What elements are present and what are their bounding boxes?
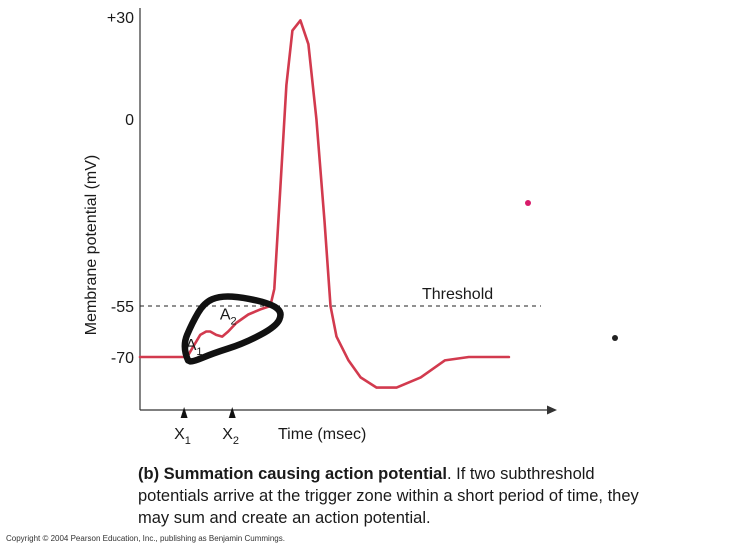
y-ticks: +30 0 -55 -70 bbox=[107, 10, 134, 367]
stimulus-markers: X1 X2 bbox=[174, 407, 239, 447]
potential-label: A2 bbox=[220, 307, 237, 328]
potential-label: A1 bbox=[186, 337, 203, 358]
x-axis-label: Time (msec) bbox=[278, 426, 366, 443]
x-axis bbox=[140, 405, 557, 415]
figure-caption: (b) Summation causing action potential. … bbox=[138, 463, 658, 529]
stimulus-label: X1 bbox=[174, 426, 191, 447]
trace-group bbox=[138, 19, 511, 389]
caption-text: . If two subthreshold potentials arrive … bbox=[138, 465, 639, 527]
y-tick-label: 0 bbox=[125, 112, 134, 129]
stimulus-arrow bbox=[228, 407, 236, 418]
threshold-line: Threshold bbox=[140, 286, 541, 307]
stimulus-label: X2 bbox=[222, 426, 239, 447]
y-tick-label: +30 bbox=[107, 10, 134, 27]
stimulus-arrow bbox=[180, 407, 188, 418]
y-tick-label: -55 bbox=[111, 299, 134, 316]
hand-drawn-circle bbox=[181, 293, 284, 365]
x-axis-arrowhead bbox=[547, 405, 557, 415]
y-tick-label: -70 bbox=[111, 350, 134, 367]
black-dot bbox=[612, 335, 618, 341]
y-axis-label: Membrane potential (mV) bbox=[83, 155, 100, 336]
copyright-notice: Copyright © 2004 Pearson Education, Inc.… bbox=[6, 534, 285, 543]
caption-title: (b) Summation causing action potential bbox=[138, 465, 447, 483]
membrane-potential-trace bbox=[138, 19, 511, 389]
threshold-label: Threshold bbox=[422, 286, 493, 303]
annotation-group: A1 A2 bbox=[181, 293, 284, 365]
pink-dot bbox=[525, 200, 531, 206]
